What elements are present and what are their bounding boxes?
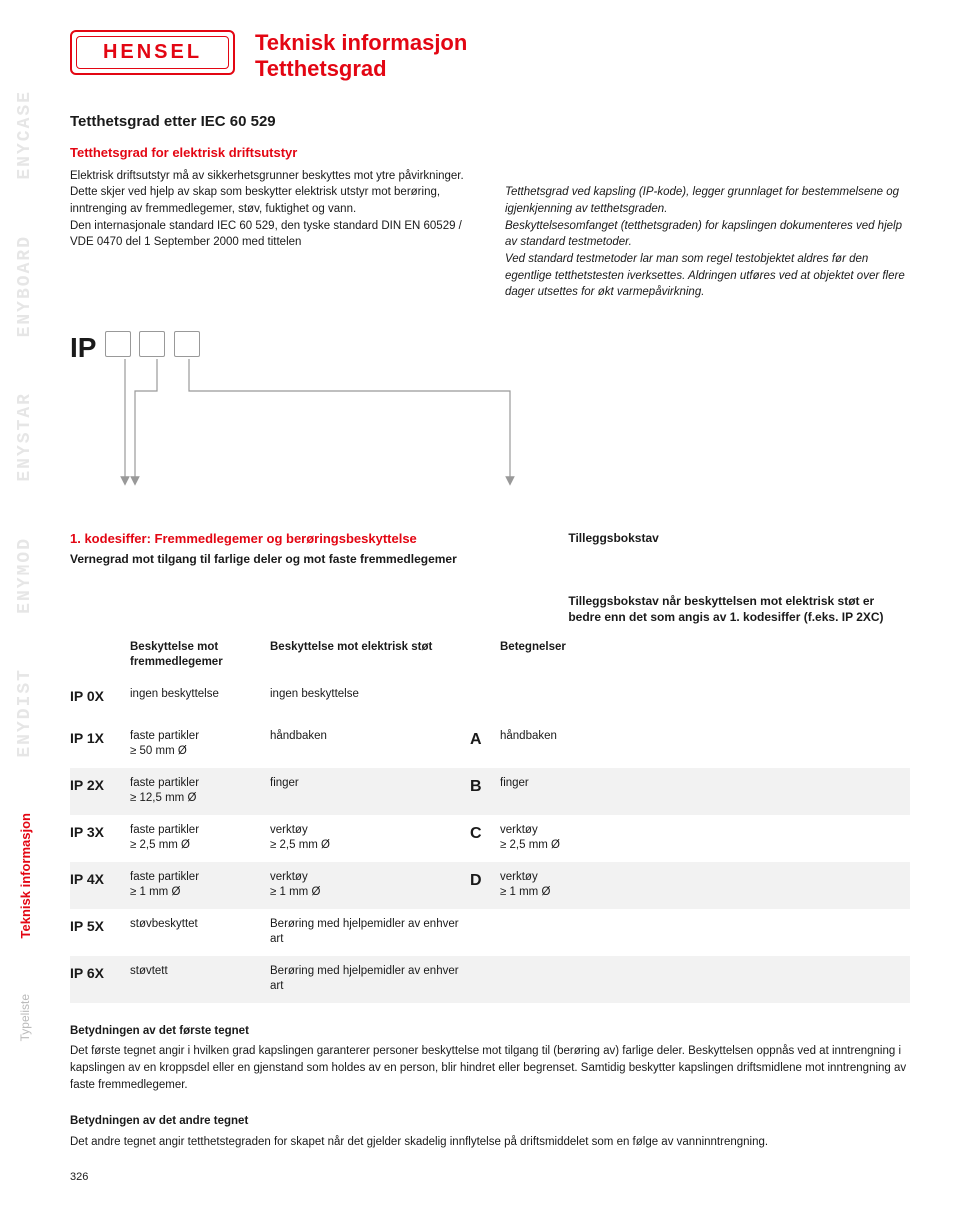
row-col-c: verktøy ≥ 1 mm Ø bbox=[500, 870, 910, 901]
side-label-grey: Typeliste bbox=[18, 994, 32, 1041]
row-code: IP 3X bbox=[70, 823, 130, 854]
row-col-b: Berøring med hjelpemidler av enhver art bbox=[270, 964, 470, 995]
row-col-b: Berøring med hjelpemidler av enhver art bbox=[270, 917, 470, 948]
row-col-c bbox=[500, 687, 910, 713]
col-header-1: Beskyttelse mot fremmedlegemer bbox=[130, 640, 270, 671]
side-label-red: Teknisk informasjon bbox=[18, 813, 33, 938]
tillegg-label: Tilleggsbokstav bbox=[568, 531, 910, 545]
table-row: IP 1X faste partikler ≥ 50 mm Ø håndbake… bbox=[70, 721, 910, 768]
side-watermarks: ENYCASE ENYBOARD ENYSTAR ENYMOD ENYDIST … bbox=[10, 90, 40, 1041]
row-code: IP 1X bbox=[70, 729, 130, 760]
table-header-row: Beskyttelse mot fremmedlegemer Beskyttel… bbox=[70, 632, 910, 679]
row-col-a: faste partikler ≥ 2,5 mm Ø bbox=[130, 823, 270, 854]
intro-columns: Elektrisk driftsutstyr må av sikkerhetsg… bbox=[70, 168, 910, 301]
subsection-heading: Tetthetsgrad for elektrisk driftsutstyr bbox=[70, 145, 910, 160]
row-col-a: faste partikler ≥ 50 mm Ø bbox=[130, 729, 270, 760]
row-col-b: verktøy ≥ 2,5 mm Ø bbox=[270, 823, 470, 854]
subtitle: Tetthetsgrad etter IEC 60 529 bbox=[70, 113, 910, 130]
footer2-body: Det andre tegnet angir tetthetstegraden … bbox=[70, 1134, 910, 1151]
footer1-title: Betydningen av det første tegnet bbox=[70, 1023, 910, 1040]
intro-left: Elektrisk driftsutstyr må av sikkerhetsg… bbox=[70, 168, 475, 301]
col-header-2: Beskyttelse mot elektrisk støt bbox=[270, 640, 470, 671]
row-col-b: finger bbox=[270, 776, 470, 807]
page-title-1: Teknisk informasjon bbox=[255, 30, 910, 56]
section1-bold: Vernegrad mot tilgang til farlige deler … bbox=[70, 552, 548, 566]
row-col-c bbox=[500, 964, 910, 995]
row-letter: B bbox=[470, 776, 500, 807]
row-letter bbox=[470, 687, 500, 713]
table-row: IP 3X faste partikler ≥ 2,5 mm Ø verktøy… bbox=[70, 815, 910, 862]
row-col-a: støvbeskyttet bbox=[130, 917, 270, 948]
row-letter: A bbox=[470, 729, 500, 760]
section-intro-row: 1. kodesiffer: Fremmedlegemer og berørin… bbox=[70, 531, 910, 578]
watermark-item: ENYCASE bbox=[15, 90, 35, 180]
watermark-item: ENYBOARD bbox=[15, 235, 35, 337]
row-code: IP 5X bbox=[70, 917, 130, 948]
row-code: IP 6X bbox=[70, 964, 130, 995]
row-letter: D bbox=[470, 870, 500, 901]
diagram-arrows bbox=[70, 331, 710, 491]
row-col-b: verktøy ≥ 1 mm Ø bbox=[270, 870, 470, 901]
footer-1: Betydningen av det første tegnet Det før… bbox=[70, 1023, 910, 1094]
page-title-2: Tetthetsgrad bbox=[255, 56, 910, 82]
row-col-a: faste partikler ≥ 12,5 mm Ø bbox=[130, 776, 270, 807]
row-col-c: håndbaken bbox=[500, 729, 910, 760]
watermark-item: ENYMOD bbox=[15, 537, 35, 614]
row-letter bbox=[470, 964, 500, 995]
table-row: IP 6X støvtett Berøring med hjelpemidler… bbox=[70, 956, 910, 1003]
row-letter bbox=[470, 917, 500, 948]
watermark-item: ENYSTAR bbox=[15, 392, 35, 482]
row-col-b: ingen beskyttelse bbox=[270, 687, 470, 713]
title-block: Teknisk informasjon Tetthetsgrad bbox=[255, 30, 910, 83]
intro-right: Tetthetsgrad ved kapsling (IP-kode), leg… bbox=[505, 168, 910, 301]
table-row: IP 2X faste partikler ≥ 12,5 mm Ø finger… bbox=[70, 768, 910, 815]
page-number: 326 bbox=[70, 1171, 910, 1183]
additional-note: Tilleggsbokstav når beskyttelsen mot ele… bbox=[568, 593, 910, 625]
section1-red: 1. kodesiffer: Fremmedlegemer og berørin… bbox=[70, 531, 548, 546]
row-letter: C bbox=[470, 823, 500, 854]
footer-2: Betydningen av det andre tegnet Det andr… bbox=[70, 1113, 910, 1150]
footer2-title: Betydningen av det andre tegnet bbox=[70, 1113, 910, 1130]
row-col-c: verktøy ≥ 2,5 mm Ø bbox=[500, 823, 910, 854]
header: HENSEL Teknisk informasjon Tetthetsgrad bbox=[70, 30, 910, 83]
brand-text: HENSEL bbox=[103, 41, 202, 64]
table-row: IP 0X ingen beskyttelse ingen beskyttels… bbox=[70, 679, 910, 721]
row-code: IP 0X bbox=[70, 687, 130, 713]
watermark-item: ENYDIST bbox=[15, 668, 35, 758]
ip-diagram: IP bbox=[70, 331, 910, 371]
intro-right-text: Tetthetsgrad ved kapsling (IP-kode), leg… bbox=[505, 186, 905, 298]
row-code: IP 2X bbox=[70, 776, 130, 807]
row-col-a: støvtett bbox=[130, 964, 270, 995]
row-col-c: finger bbox=[500, 776, 910, 807]
row-col-b: håndbaken bbox=[270, 729, 470, 760]
ip-table: Beskyttelse mot fremmedlegemer Beskyttel… bbox=[70, 632, 910, 1003]
brand-logo: HENSEL bbox=[70, 30, 235, 75]
col-header-3: Betegnelser bbox=[500, 640, 910, 671]
row-col-c bbox=[500, 917, 910, 948]
footer1-body: Det første tegnet angir i hvilken grad k… bbox=[70, 1043, 910, 1093]
table-row: IP 5X støvbeskyttet Berøring med hjelpem… bbox=[70, 909, 910, 956]
row-col-a: faste partikler ≥ 1 mm Ø bbox=[130, 870, 270, 901]
table-row: IP 4X faste partikler ≥ 1 mm Ø verktøy ≥… bbox=[70, 862, 910, 909]
row-col-a: ingen beskyttelse bbox=[130, 687, 270, 713]
row-code: IP 4X bbox=[70, 870, 130, 901]
